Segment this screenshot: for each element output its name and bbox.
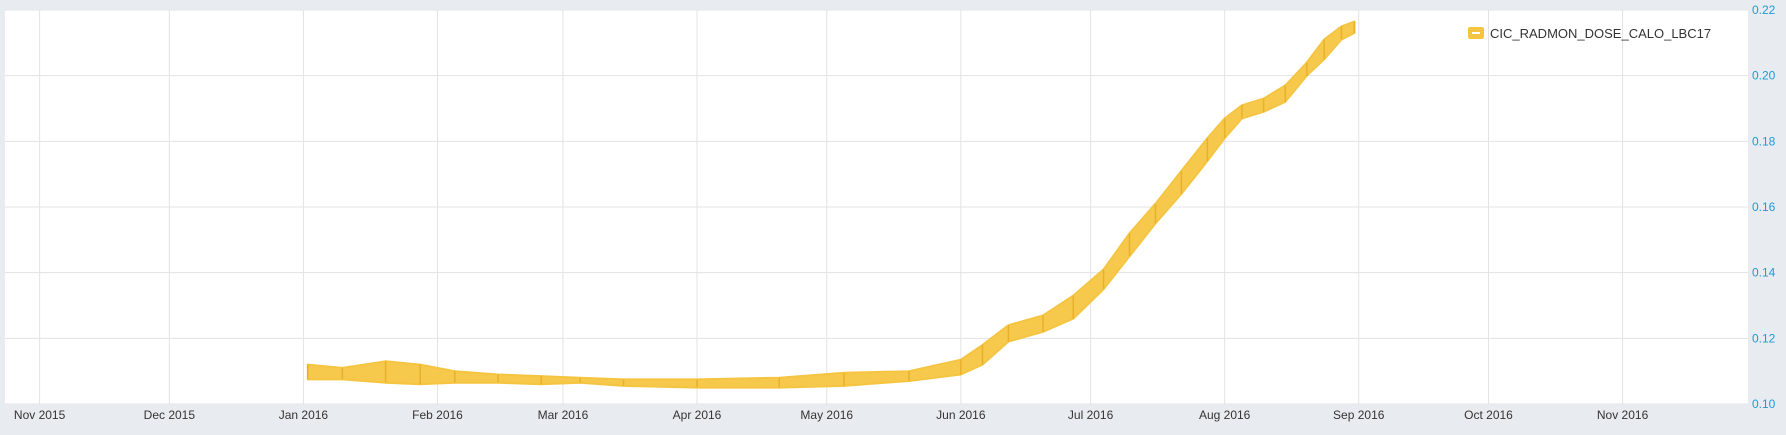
legend-label[interactable]: CIC_RADMON_DOSE_CALO_LBC17 [1490, 26, 1711, 41]
legend-swatch-mark [1472, 32, 1480, 34]
x-tick-label: May 2016 [800, 408, 853, 422]
y-tick-label: 0.12 [1752, 331, 1776, 345]
y-tick-label: 0.20 [1752, 69, 1776, 83]
x-tick-label: Mar 2016 [538, 408, 589, 422]
x-tick-label: Oct 2016 [1464, 408, 1513, 422]
x-tick-label: Dec 2015 [144, 408, 196, 422]
x-axis-ticks: Nov 2015 Dec 2015 Jan 2016 Feb 2016 Mar 2016… [14, 408, 1649, 422]
x-tick-label: Apr 2016 [673, 408, 722, 422]
x-tick-label: Sep 2016 [1333, 408, 1385, 422]
y-axis-ticks: 0.10 0.12 0.14 0.16 0.18 0.20 0.22 [1752, 3, 1776, 411]
x-tick-label: Nov 2016 [1597, 408, 1649, 422]
legend[interactable]: CIC_RADMON_DOSE_CALO_LBC17 [1468, 26, 1711, 41]
y-tick-label: 0.14 [1752, 266, 1776, 280]
y-tick-label: 0.22 [1752, 3, 1776, 17]
y-tick-label: 0.16 [1752, 200, 1776, 214]
series-band[interactable] [306, 20, 1356, 389]
x-tick-label: Nov 2015 [14, 408, 66, 422]
x-tick-label: Jul 2016 [1068, 408, 1114, 422]
x-tick-label: Jun 2016 [936, 408, 986, 422]
y-tick-label: 0.10 [1752, 397, 1776, 411]
x-tick-label: Aug 2016 [1199, 408, 1251, 422]
y-tick-label: 0.18 [1752, 134, 1776, 148]
x-tick-label: Feb 2016 [412, 408, 463, 422]
series-layer [306, 20, 1356, 389]
grid-lines [5, 9, 1748, 405]
x-tick-label: Jan 2016 [279, 408, 329, 422]
